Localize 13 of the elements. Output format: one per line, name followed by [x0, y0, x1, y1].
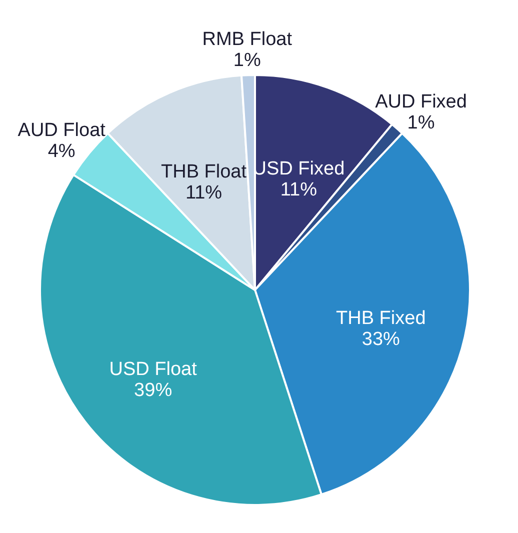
data-label: 11% — [185, 182, 222, 204]
data-label: 33% — [362, 329, 400, 350]
data-label: 4% — [48, 141, 76, 162]
slice-label: AUD Fixed — [375, 92, 467, 113]
slice-label: THB Float — [161, 162, 248, 183]
slice-label: USD Float — [109, 359, 198, 380]
data-label: 39% — [134, 380, 172, 402]
data-label: 11% — [280, 180, 318, 201]
data-label: 1% — [407, 112, 435, 134]
data-label: 1% — [233, 50, 261, 72]
slice-label: AUD Float — [18, 120, 106, 142]
slice-label: RMB Float — [202, 29, 293, 50]
slice-label: THB Fixed — [336, 308, 426, 330]
